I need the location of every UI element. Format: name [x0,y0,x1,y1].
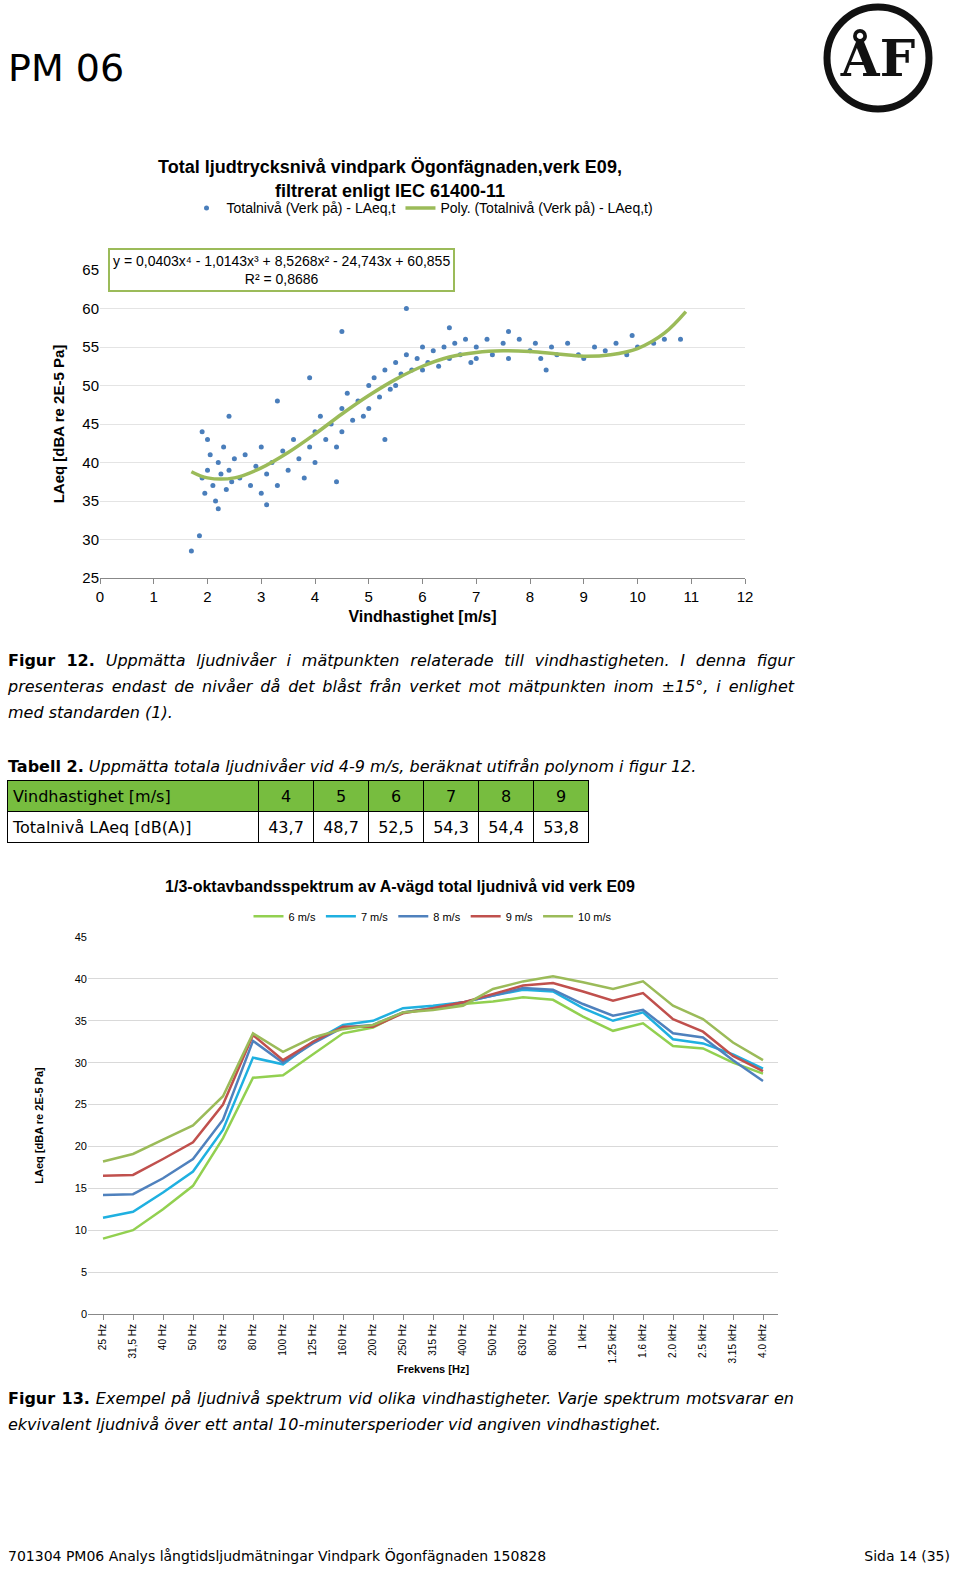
svg-text:Poly. (Totalnivå (Verk på) - L: Poly. (Totalnivå (Verk på) - LAeq,t) [440,200,652,216]
svg-text:160 Hz: 160 Hz [337,1324,348,1356]
svg-text:10: 10 [75,1224,87,1236]
svg-text:12: 12 [737,588,754,605]
svg-text:4.0 kHz: 4.0 kHz [757,1324,768,1358]
svg-text:7 m/s: 7 m/s [361,911,388,923]
svg-text:3.15 kHz: 3.15 kHz [727,1324,738,1363]
svg-text:1.25 kHz: 1.25 kHz [607,1324,618,1363]
svg-text:25: 25 [75,1098,87,1110]
svg-text:65: 65 [82,261,99,278]
html-text:Tabell 2. Uppmätta totala ljud: Tabell 2. Uppmätta totala ljudnivåer vid… [8,757,697,776]
svg-text:LAeq [dBA re 2E-5 Pa]: LAeq [dBA re 2E-5 Pa] [50,345,67,504]
svg-text:Frekvens [Hz]: Frekvens [Hz] [397,1363,469,1375]
html-text:48,7: 48,7 [323,817,359,837]
html-text:43,7: 43,7 [268,817,304,837]
svg-text:30: 30 [75,1057,87,1069]
svg-text:315 Hz: 315 Hz [427,1324,438,1356]
svg-text:7: 7 [472,588,480,605]
html-text:6: 6 [390,786,402,806]
svg-text:1 kHz: 1 kHz [577,1324,588,1350]
svg-text:100 Hz: 100 Hz [277,1324,288,1356]
svg-text:25 Hz: 25 Hz [97,1324,108,1350]
svg-text:31,5 Hz: 31,5 Hz [127,1324,138,1358]
svg-text:LAeq [dBA re 2E-5 Pa]: LAeq [dBA re 2E-5 Pa] [33,1067,45,1184]
svg-text:500 Hz: 500 Hz [487,1324,498,1356]
svg-text:ÅF: ÅF [840,29,915,88]
html-text:53,8: 53,8 [543,817,579,837]
svg-text:1/3-oktavbandsspektrum av A-vä: 1/3-oktavbandsspektrum av A-vägd total l… [165,878,635,895]
html-text:Uppmätta ljudnivåer i mätpunkt: Uppmätta ljudnivåer i mätpunkten relater… [8,651,794,722]
svg-text:9: 9 [580,588,588,605]
svg-text:25: 25 [82,569,99,586]
svg-text:50 Hz: 50 Hz [187,1324,198,1350]
svg-text:Vindhastighet [m/s]: Vindhastighet [m/s] [348,608,496,625]
html-text:Vindhastighet [m/s]: Vindhastighet [m/s] [13,786,171,806]
svg-text:10 m/s: 10 m/s [578,911,612,923]
html-text:PM 06: PM 06 [8,46,125,90]
svg-text:y = 0,0403x⁴ - 1,0143x³ + 8,52: y = 0,0403x⁴ - 1,0143x³ + 8,5268x² - 24,… [113,253,450,287]
svg-text:2: 2 [203,588,211,605]
svg-text:63 Hz: 63 Hz [217,1324,228,1350]
svg-text:6: 6 [418,588,426,605]
svg-text:50: 50 [82,377,99,394]
svg-text:6 m/s: 6 m/s [289,911,316,923]
html-text:7: 7 [445,786,457,806]
html-text:8: 8 [500,786,512,806]
html-text:9: 9 [555,786,567,806]
svg-text:11: 11 [683,588,699,605]
svg-text:10: 10 [629,588,646,605]
svg-text:35: 35 [75,1015,87,1027]
svg-text:2.5 kHz: 2.5 kHz [697,1324,708,1358]
svg-text:30: 30 [82,531,99,548]
svg-text:40 Hz: 40 Hz [157,1324,168,1350]
svg-text:4: 4 [311,588,319,605]
svg-text:45: 45 [75,931,87,943]
svg-text:80 Hz: 80 Hz [247,1324,258,1350]
svg-text:40: 40 [82,454,99,471]
svg-text:125 Hz: 125 Hz [307,1324,318,1356]
html-text:4: 4 [280,786,292,806]
svg-text:40: 40 [75,973,87,985]
svg-text:5: 5 [81,1266,87,1278]
svg-text:15: 15 [75,1182,87,1194]
svg-text:60: 60 [82,300,99,317]
html-text:701304 PM06 Analys långtidslju: 701304 PM06 Analys långtidsljudmätningar… [8,1548,547,1564]
svg-text:250 Hz: 250 Hz [397,1324,408,1356]
html-text:Sida 14 (35): Sida 14 (35) [864,1548,950,1564]
svg-text:0: 0 [81,1308,87,1320]
svg-text:0: 0 [96,588,104,605]
svg-text:3: 3 [257,588,265,605]
svg-text:1.6 kHz: 1.6 kHz [637,1324,648,1358]
svg-text:35: 35 [82,492,99,509]
svg-text:630 Hz: 630 Hz [517,1324,528,1356]
svg-text:400 Hz: 400 Hz [457,1324,468,1356]
svg-text:1: 1 [150,588,158,605]
html-text:52,5: 52,5 [378,817,414,837]
svg-text:Totalnivå (Verk på) - LAeq,t: Totalnivå (Verk på) - LAeq,t [227,200,396,216]
html-text:Figur 12.: Figur 12. [8,651,95,670]
svg-text:8: 8 [526,588,534,605]
svg-text:20: 20 [75,1140,87,1152]
html-text:Totalnivå LAeq [dB(A)]: Totalnivå LAeq [dB(A)] [13,817,192,837]
svg-text:45: 45 [82,415,99,432]
html-text:54,3: 54,3 [433,817,469,837]
html-text:Figur 13. Exempel på ljudnivå: Figur 13. Exempel på ljudnivå spektrum v… [8,1389,794,1434]
svg-text:200 Hz: 200 Hz [367,1324,378,1356]
svg-text:8 m/s: 8 m/s [433,911,460,923]
svg-text:2.0 kHz: 2.0 kHz [667,1324,678,1358]
svg-text:55: 55 [82,338,99,355]
html-text:54,4: 54,4 [488,817,524,837]
svg-text:5: 5 [365,588,373,605]
svg-text:9 m/s: 9 m/s [506,911,533,923]
html-text:5: 5 [335,786,347,806]
svg-text:Total ljudtrycksnivå vindpark: Total ljudtrycksnivå vindpark Ögonfägnad… [158,157,622,200]
svg-text:800 Hz: 800 Hz [547,1324,558,1356]
